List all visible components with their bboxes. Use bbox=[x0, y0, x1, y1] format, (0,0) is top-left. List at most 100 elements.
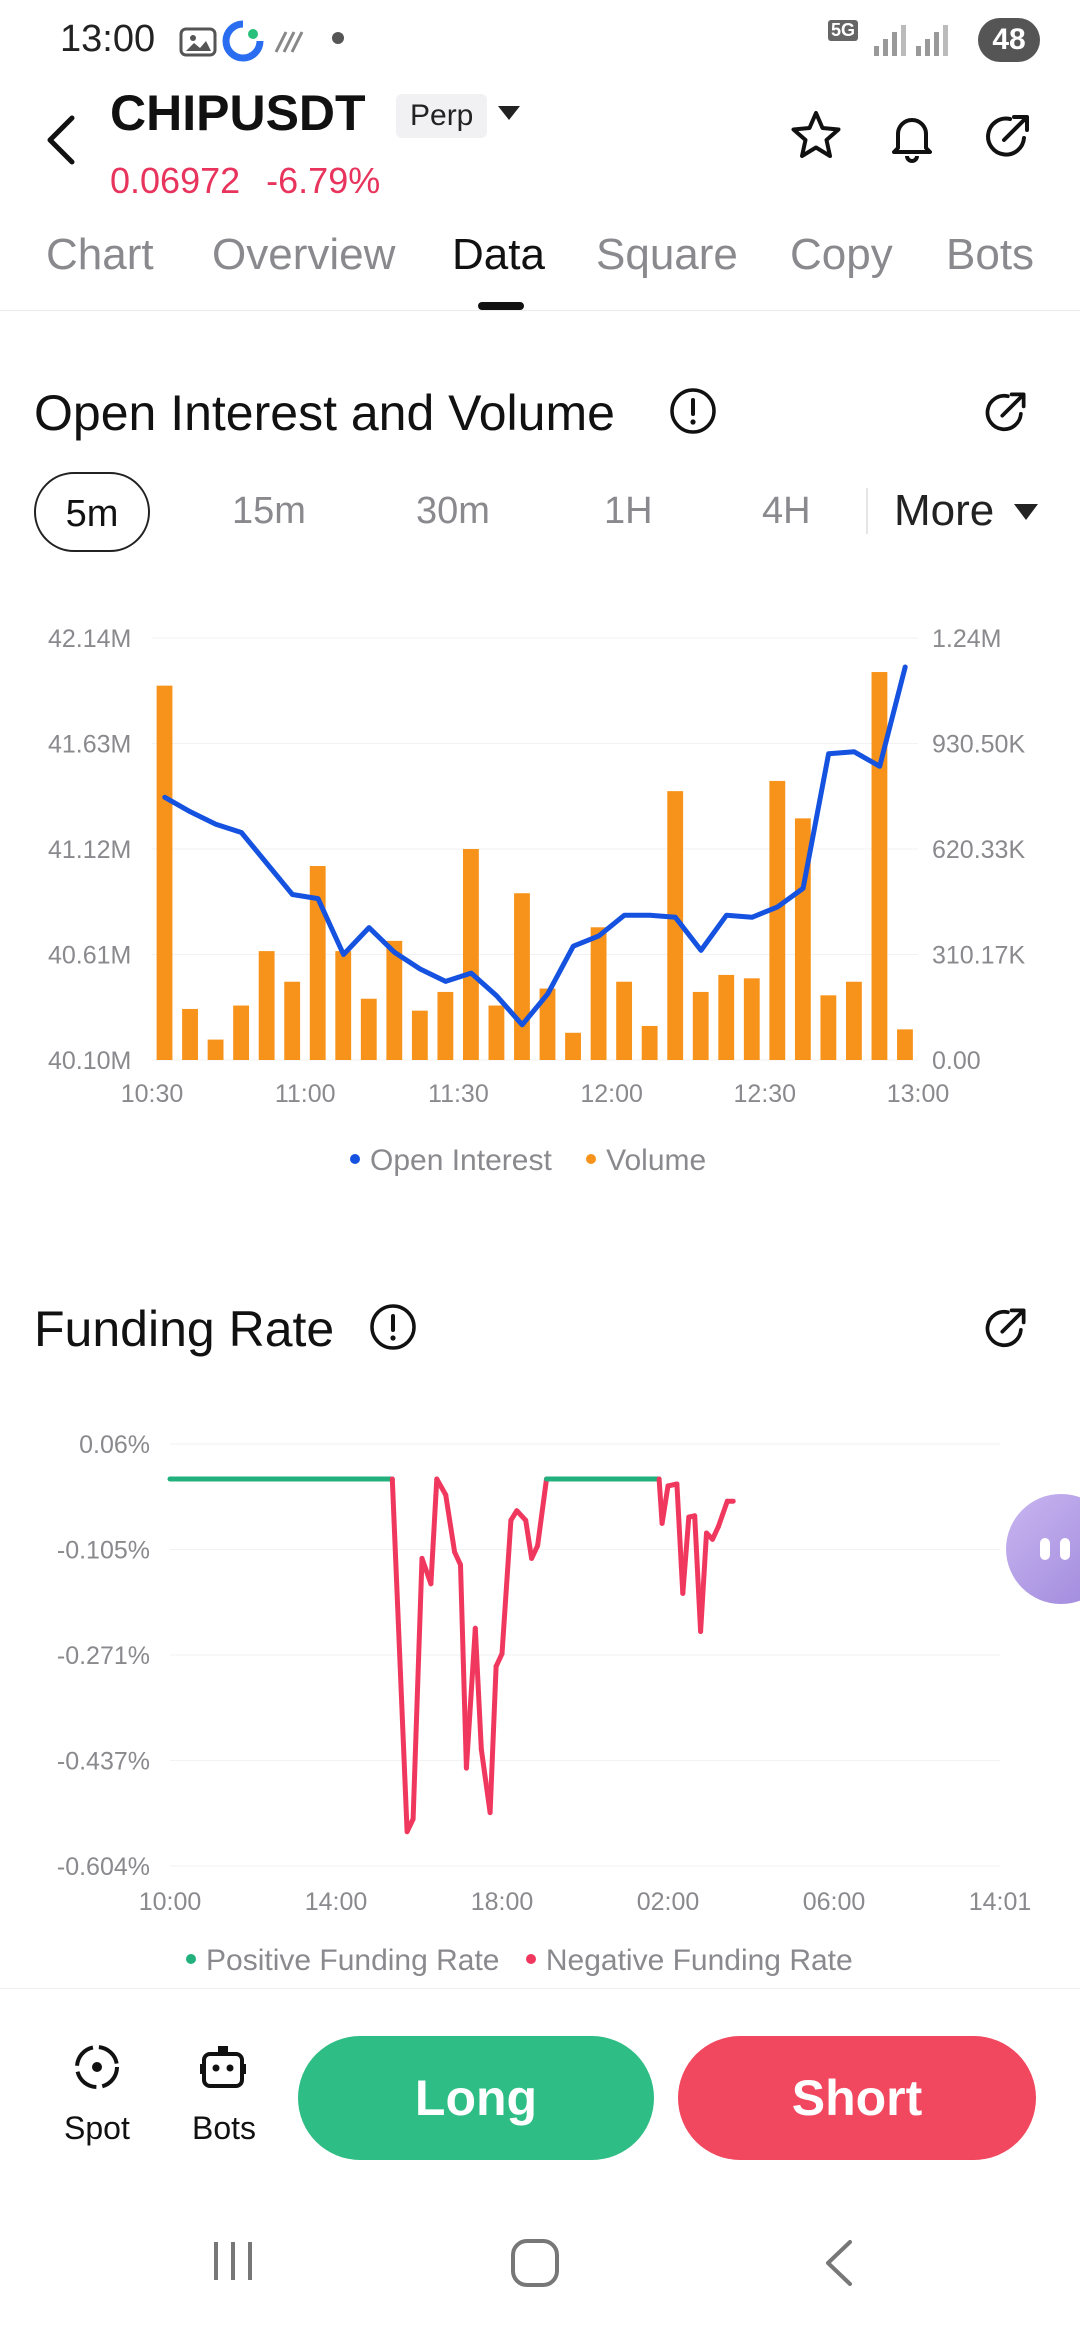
volume-bar bbox=[360, 998, 377, 1060]
negative-funding-segment bbox=[523, 1517, 535, 1561]
oi-right-tick: 620.33K bbox=[932, 836, 1025, 864]
legend-negative-label: Negative Funding Rate bbox=[545, 1944, 853, 1977]
tab-square[interactable]: Square bbox=[596, 230, 738, 279]
nav-back-icon[interactable] bbox=[818, 2236, 858, 2290]
negative-funding-segment bbox=[535, 1476, 549, 1549]
volume-bar bbox=[437, 991, 454, 1060]
volume-bar bbox=[667, 791, 684, 1060]
volume-bar bbox=[488, 1005, 505, 1060]
more-dropdown-icon[interactable] bbox=[1014, 504, 1038, 520]
legend-volume-label: Volume bbox=[606, 1144, 707, 1177]
legend-dot-icon bbox=[186, 1954, 196, 1965]
notification-dot-icon bbox=[332, 32, 344, 44]
oi-x-tick: 13:00 bbox=[887, 1080, 950, 1108]
negative-funding-segment bbox=[680, 1514, 692, 1596]
fr-y-tick: -0.271% bbox=[57, 1642, 150, 1670]
oi-right-tick: 1.24M bbox=[932, 625, 1001, 653]
legend-dot-icon bbox=[525, 1954, 536, 1965]
negative-funding-segment bbox=[389, 1476, 410, 1835]
funding-legend: Positive Funding Rate Negative Funding R… bbox=[186, 1944, 853, 1978]
bell-alert-icon[interactable] bbox=[884, 108, 940, 164]
symbol-dropdown-icon[interactable] bbox=[498, 106, 520, 120]
interval-separator bbox=[866, 488, 868, 534]
fr-y-tick: -0.604% bbox=[57, 1853, 150, 1881]
recent-apps-icon[interactable] bbox=[208, 2236, 258, 2286]
fr-y-tick: -0.437% bbox=[57, 1748, 150, 1776]
interval-4h[interactable]: 4H bbox=[762, 490, 811, 532]
spot-icon[interactable] bbox=[70, 2040, 124, 2094]
bots-icon[interactable] bbox=[196, 2040, 250, 2094]
legend-negative-funding: Negative Funding Rate bbox=[525, 1944, 853, 1977]
legend-oi-label: Open Interest bbox=[370, 1144, 552, 1177]
oi-left-tick: 41.12M bbox=[48, 836, 131, 864]
volume-bar bbox=[386, 940, 403, 1060]
home-icon[interactable] bbox=[508, 2236, 562, 2290]
volume-bar bbox=[641, 1025, 658, 1060]
negative-funding-segment bbox=[463, 1625, 478, 1771]
tab-data[interactable]: Data bbox=[452, 230, 545, 279]
bots-label[interactable]: Bots bbox=[192, 2110, 257, 2146]
tab-copy[interactable]: Copy bbox=[790, 230, 893, 279]
share-icon[interactable] bbox=[980, 108, 1036, 164]
tab-chart[interactable]: Chart bbox=[46, 230, 154, 279]
volume-bar bbox=[411, 1010, 428, 1060]
fr-x-tick: 02:00 bbox=[637, 1888, 700, 1916]
volume-bar bbox=[335, 951, 352, 1060]
volume-bar bbox=[565, 1032, 581, 1060]
oi-legend: Open Interest Volume bbox=[350, 1144, 706, 1178]
spot-label[interactable]: Spot bbox=[64, 2110, 130, 2146]
interval-30m[interactable]: 30m bbox=[416, 490, 490, 532]
oi-section-title: Open Interest and Volume bbox=[34, 385, 615, 441]
volume-bar bbox=[718, 974, 735, 1060]
battery-icon: 48 bbox=[978, 18, 1040, 62]
tab-bar: Chart Overview Data Square Copy Bots bbox=[0, 218, 1080, 311]
price-line: 0.06972 -6.79% bbox=[110, 160, 380, 202]
signal-2-icon bbox=[916, 25, 948, 56]
negative-funding-segment bbox=[715, 1498, 730, 1530]
star-favorite-icon[interactable] bbox=[788, 108, 844, 164]
fr-y-tick: -0.105% bbox=[57, 1537, 150, 1565]
interval-15m[interactable]: 15m bbox=[232, 490, 306, 532]
fr-x-tick: 06:00 bbox=[803, 1888, 866, 1916]
oi-left-tick: 41.63M bbox=[48, 731, 131, 759]
tab-bots[interactable]: Bots bbox=[946, 230, 1035, 279]
short-button[interactable]: Short bbox=[678, 2036, 1036, 2160]
volume-bar bbox=[182, 1008, 198, 1060]
oi-expand-icon[interactable] bbox=[980, 386, 1032, 438]
oi-right-tick: 310.17K bbox=[932, 942, 1025, 970]
negative-funding-segment bbox=[698, 1530, 709, 1634]
nfc-icon bbox=[274, 31, 304, 53]
oi-right-tick: 930.50K bbox=[932, 731, 1025, 759]
oi-info-icon[interactable] bbox=[668, 386, 718, 436]
negative-funding-segment bbox=[434, 1476, 449, 1498]
network-badge: 5G bbox=[828, 20, 859, 41]
oi-volume-chart: 42.14M 41.63M 41.12M 40.61M 40.10M 1.24M 930.5… bbox=[48, 625, 1025, 1108]
volume-bar bbox=[462, 849, 479, 1060]
oi-right-tick: 0.00 bbox=[932, 1047, 981, 1075]
oi-x-tick: 12:00 bbox=[580, 1080, 643, 1108]
volume-bar bbox=[616, 981, 633, 1060]
status-bar: 13:00 5G 48 bbox=[0, 0, 1080, 80]
funding-info-icon[interactable] bbox=[368, 1302, 418, 1352]
oi-x-tick: 12:30 bbox=[734, 1080, 797, 1108]
back-arrow-icon[interactable] bbox=[40, 110, 84, 170]
legend-positive-funding: Positive Funding Rate bbox=[186, 1944, 500, 1977]
fr-x-tick: 14:00 bbox=[305, 1888, 368, 1916]
negative-funding-segment bbox=[428, 1476, 440, 1587]
funding-rate-chart: 0.06% -0.105% -0.271% -0.437% -0.604% 10:00 14… bbox=[57, 1431, 1032, 1916]
symbol-title[interactable]: CHIPUSDT bbox=[110, 85, 366, 141]
open-interest-line bbox=[162, 664, 908, 1028]
long-button[interactable]: Long bbox=[298, 2036, 654, 2160]
tab-overview[interactable]: Overview bbox=[212, 230, 396, 279]
volume-bar bbox=[692, 991, 709, 1060]
more-intervals-button[interactable]: More bbox=[894, 486, 995, 535]
interval-5m[interactable]: 5m bbox=[34, 472, 150, 552]
contract-type-badge[interactable]: Perp bbox=[396, 94, 488, 138]
active-tab-indicator bbox=[478, 302, 524, 310]
funding-expand-icon[interactable] bbox=[980, 1302, 1032, 1354]
interval-1h[interactable]: 1H bbox=[604, 490, 653, 532]
fr-x-tick: 14:01 bbox=[969, 1888, 1032, 1916]
volume-bar bbox=[233, 1005, 250, 1060]
screenshot-icon bbox=[179, 27, 217, 57]
system-nav-bar bbox=[0, 2200, 1080, 2340]
